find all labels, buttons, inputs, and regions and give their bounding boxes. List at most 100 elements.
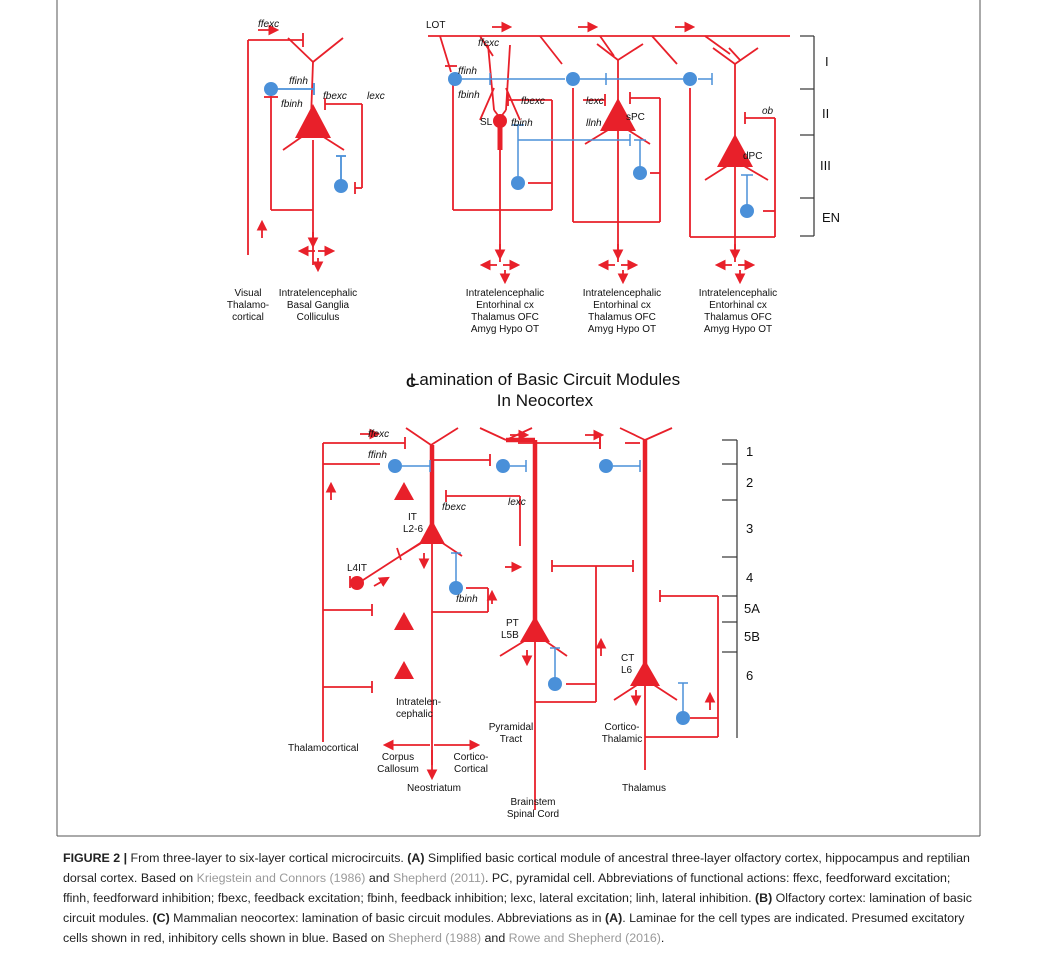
svg-text:L2-6: L2-6 (403, 524, 423, 535)
c-fbinh-interneuron-pt (548, 677, 562, 691)
c-pt-cell (520, 616, 550, 642)
c-corpus-callosum-label: Corpus Callosum (377, 752, 419, 775)
svg-text:Cortico-: Cortico- (604, 722, 639, 733)
c-ct-cell (630, 660, 660, 686)
b-ffexc-label: ffexc (478, 38, 499, 49)
svg-text:Thalamic: Thalamic (602, 734, 643, 745)
a-fbinh-label: fbinh (281, 99, 303, 110)
b-layer-i: I (825, 54, 829, 69)
c-thalamocortical-label: Thalamocortical (288, 743, 359, 754)
c-fbinh-interneuron-it (449, 581, 463, 595)
svg-text:Amyg Hypo OT: Amyg Hypo OT (471, 324, 539, 335)
c-intratelen-label: Intratelen- cephalic (396, 697, 441, 720)
c-ffinh-interneuron-2 (496, 459, 510, 473)
b-targets-3: Intratelencephalic Entorhinal cx Thalamu… (699, 288, 777, 335)
a-ffexc-label: ffexc (258, 19, 279, 30)
caption-ref-3[interactable]: Shepherd (1988) (388, 931, 482, 945)
b-fbinh2-label: fbinh (511, 118, 533, 129)
svg-text:Intratelencephalic: Intratelencephalic (583, 288, 661, 299)
c-l4it-cell (350, 576, 364, 590)
b-ob-label: ob (762, 106, 774, 117)
caption-ref-2[interactable]: Shepherd (2011) (392, 871, 486, 885)
c-l4it-label: L4IT (347, 563, 367, 574)
svg-text:Entorhinal cx: Entorhinal cx (709, 300, 767, 311)
c-l2-triangle (394, 482, 414, 500)
panel-a-fbinh-interneuron (334, 179, 348, 193)
svg-text:Pyramidal: Pyramidal (489, 722, 533, 733)
b-lexc-label: lexc (586, 96, 604, 107)
svg-text:Intratelencephalic: Intratelencephalic (279, 288, 357, 299)
svg-text:cortical: cortical (232, 312, 264, 323)
b-fbexc-label: fbexc (521, 96, 545, 107)
svg-text:Cortico-: Cortico- (453, 752, 488, 763)
panel-a: ffexc ffinh fbinh fbexc lexc Visual Thal… (227, 19, 385, 323)
c-layer-1: 1 (746, 444, 753, 459)
caption-text-6: Mammalian neocortex: lamination of basic… (169, 911, 605, 925)
b-targets-1: Intratelencephalic Entorhinal cx Thalamu… (466, 288, 544, 335)
c-l6-triangle (394, 661, 414, 679)
b-layer-en: EN (822, 210, 840, 225)
svg-text:Intratelencephalic: Intratelencephalic (466, 288, 544, 299)
caption-ref-4[interactable]: Rowe and Shepherd (2016) (508, 931, 661, 945)
caption-text-3: and (365, 871, 393, 885)
svg-text:Intratelencephalic: Intratelencephalic (699, 288, 777, 299)
c-l5-triangle (394, 612, 414, 630)
c-thalamus-label: Thalamus (622, 783, 666, 794)
caption-figure-label: FIGURE 2 | (63, 851, 128, 865)
c-it-label: IT L2-6 (403, 512, 423, 535)
b-sl-cell (493, 114, 507, 128)
b-spc-cell (600, 98, 636, 131)
svg-text:Entorhinal cx: Entorhinal cx (593, 300, 651, 311)
c-ffinh-interneuron-3 (599, 459, 613, 473)
b-ffinh-interneuron-3 (683, 72, 697, 86)
svg-text:Amyg Hypo OT: Amyg Hypo OT (588, 324, 656, 335)
caption-text-8: and (481, 931, 509, 945)
caption-panel-c: (C) (152, 911, 170, 925)
b-fbinh-interneuron-1 (511, 176, 525, 190)
c-cortico-thalamic-label: Cortico- Thalamic (602, 722, 643, 745)
svg-text:Callosum: Callosum (377, 764, 419, 775)
b-lot-label: LOT (426, 20, 445, 31)
svg-text:L5B: L5B (501, 630, 519, 641)
c-fbinh-label: fbinh (456, 594, 478, 605)
c-layer-4: 4 (746, 570, 753, 585)
b-dpc-label: dPC (743, 151, 762, 162)
caption-text-2: Simplified basic cortical module of ance… (63, 851, 970, 885)
svg-text:Colliculus: Colliculus (297, 312, 340, 323)
c-layer-6: 6 (746, 668, 753, 683)
panel-c-title-line1: Lamination of Basic Circuit Modules (410, 370, 680, 389)
b-fbinh-interneuron-3 (740, 204, 754, 218)
svg-text:Thalamus OFC: Thalamus OFC (471, 312, 539, 323)
caption-text-9: . (660, 931, 665, 945)
c-ffexc-label: ffexc (368, 429, 389, 440)
svg-text:Brainstem: Brainstem (510, 797, 555, 808)
panel-c: C Lamination of Basic Circuit Modules In… (288, 370, 760, 820)
a-fbexc-label: fbexc (323, 91, 347, 102)
a-targets-label: Intratelencephalic Basal Ganglia Collicu… (279, 288, 357, 323)
b-layer-iii: III (820, 158, 831, 173)
c-cortico-cortical-label: Cortico- Cortical (453, 752, 488, 775)
svg-text:L6: L6 (621, 665, 633, 676)
b-layer-ii: II (822, 106, 829, 121)
panel-c-letter: C (406, 374, 416, 390)
svg-text:CT: CT (621, 653, 634, 664)
caption-text-1: From three-layer to six-layer cortical m… (127, 851, 408, 865)
svg-text:Corpus: Corpus (382, 752, 414, 763)
svg-text:Thalamus OFC: Thalamus OFC (704, 312, 772, 323)
b-ffinh-label: ffinh (458, 66, 477, 77)
svg-text:PT: PT (506, 618, 519, 629)
b-targets-2: Intratelencephalic Entorhinal cx Thalamu… (583, 288, 661, 335)
svg-text:Intratelen-: Intratelen- (396, 697, 441, 708)
a-lexc-label: lexc (367, 91, 385, 102)
b-ffinh-interneuron-2 (566, 72, 580, 86)
b-llnh-label: llnh (586, 118, 602, 129)
caption-ref-1[interactable]: Kriegstein and Connors (1986) (196, 871, 366, 885)
svg-text:Amyg Hypo OT: Amyg Hypo OT (704, 324, 772, 335)
panel-b: LOT ffexc ffinh fbinh fbexc lexc fbinh l… (426, 20, 840, 335)
svg-text:cephalic: cephalic (396, 709, 433, 720)
svg-text:Entorhinal cx: Entorhinal cx (476, 300, 534, 311)
caption-text-5: Olfactory cortex: lamination of basic ci… (63, 891, 972, 925)
svg-text:Spinal Cord: Spinal Cord (507, 809, 559, 820)
svg-text:Thalamus OFC: Thalamus OFC (588, 312, 656, 323)
c-ffinh-label: ffinh (368, 450, 387, 461)
